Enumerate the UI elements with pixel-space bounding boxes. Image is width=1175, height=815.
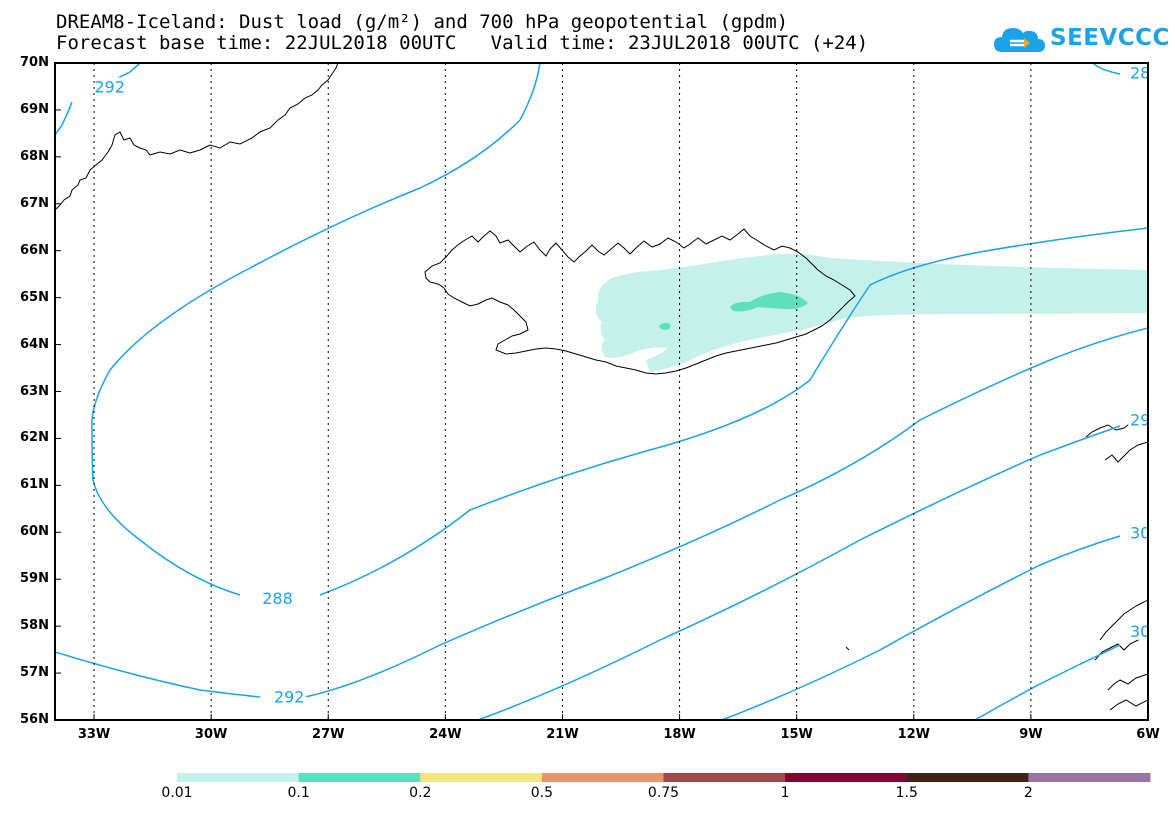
latitude-label: 69N	[20, 101, 49, 117]
colorbar-segment	[906, 773, 1029, 782]
colorbar-segment	[785, 773, 908, 782]
contour-label-bg	[272, 687, 307, 706]
colorbar-label: 0.5	[530, 785, 553, 801]
contour-label: 30	[1130, 622, 1150, 641]
latitude-label: 62N	[20, 430, 49, 446]
contour-288	[91, 63, 1148, 596]
dust-plume-low	[595, 253, 1148, 372]
colorbar-segment	[298, 773, 421, 782]
colorbar-label: 0.01	[161, 785, 193, 801]
contour-292-nw	[55, 63, 141, 136]
longitude-label: 30W	[194, 727, 228, 742]
colorbar-label: 1	[780, 785, 790, 801]
colorbar-segment	[663, 773, 786, 782]
contour-label-bg	[1128, 523, 1148, 542]
latitude-label: 67N	[20, 195, 49, 211]
longitude-label: 9W	[1019, 727, 1043, 742]
contour-296	[477, 425, 1121, 720]
colorbar-label: 0.1	[287, 785, 310, 801]
contour-304	[974, 644, 1121, 720]
contour-label-bg	[1128, 410, 1148, 429]
latitude-label: 65N	[20, 289, 49, 305]
longitude-label: 15W	[780, 727, 813, 742]
map-frame	[54, 62, 1149, 721]
cloud-icon	[994, 28, 1045, 52]
axis-ticks	[55, 62, 1149, 721]
contour-label-bg	[92, 77, 127, 96]
contour-labels: 292 288 292 28 29 30 30	[92, 63, 1150, 707]
iceland-coast	[424, 228, 856, 375]
colorbar-segment	[541, 773, 664, 782]
greenland-coast	[55, 63, 339, 211]
logo-text: SEEVCCC	[1050, 25, 1170, 51]
small-island	[845, 646, 850, 651]
contour-label: 292	[94, 77, 125, 96]
contour-label-bg	[1128, 63, 1148, 82]
longitude-label: 18W	[663, 727, 696, 742]
longitude-label: 6W	[1136, 727, 1160, 742]
latitude-label: 60N	[20, 524, 49, 540]
contour-label-bg	[1128, 621, 1148, 640]
colorbar-segment	[177, 773, 300, 782]
latitude-label: 68N	[20, 148, 49, 164]
graticule	[93, 63, 1032, 720]
contour-label: 30	[1130, 523, 1150, 542]
longitude-label: 21W	[546, 727, 579, 742]
coastlines	[55, 63, 1148, 711]
latitude-label: 66N	[20, 242, 49, 258]
dust-plume-mid	[730, 292, 808, 312]
contour-label: 292	[274, 688, 305, 707]
contour-label: 288	[262, 589, 293, 608]
colorbar-segment	[420, 773, 543, 782]
latitude-label: 63N	[20, 383, 49, 399]
contour-label-bg	[260, 588, 295, 607]
scotland-coast	[1094, 599, 1148, 711]
colorbar-label: 2	[1023, 785, 1033, 801]
colorbar	[177, 773, 1151, 782]
latitude-label: 58N	[20, 618, 49, 634]
contour-292	[55, 327, 1148, 698]
forecast-time-line: Forecast base time: 22JUL2018 00UTC Vali…	[56, 32, 869, 54]
longitude-label: 12W	[897, 727, 930, 742]
colorbar-segment	[1028, 773, 1151, 782]
colorbar-label: 0.75	[647, 785, 680, 801]
latitude-label: 59N	[20, 571, 49, 587]
contour-label: 28	[1130, 63, 1150, 82]
colorbar-label: 0.2	[409, 785, 432, 801]
colorbar-label: 1.5	[895, 785, 918, 801]
latitude-label: 70N	[20, 55, 49, 70]
seevccc-logo: SEEVCCC	[992, 20, 1169, 60]
longitude-label: 27W	[312, 727, 345, 742]
latitude-label: 56N	[20, 712, 49, 727]
latitude-label: 61N	[20, 477, 49, 493]
latitude-label: 57N	[20, 665, 49, 681]
geopotential-contours	[55, 63, 1148, 720]
latitude-label: 64N	[20, 336, 49, 352]
longitude-label: 33W	[77, 727, 111, 742]
contour-28-ne	[1092, 63, 1121, 75]
longitude-label: 24W	[429, 727, 462, 742]
dust-spot	[659, 322, 671, 330]
map-title: DREAM8-Iceland: Dust load (g/m²) and 700…	[56, 11, 789, 33]
contour-300	[721, 535, 1121, 720]
contour-label: 29	[1130, 411, 1150, 430]
